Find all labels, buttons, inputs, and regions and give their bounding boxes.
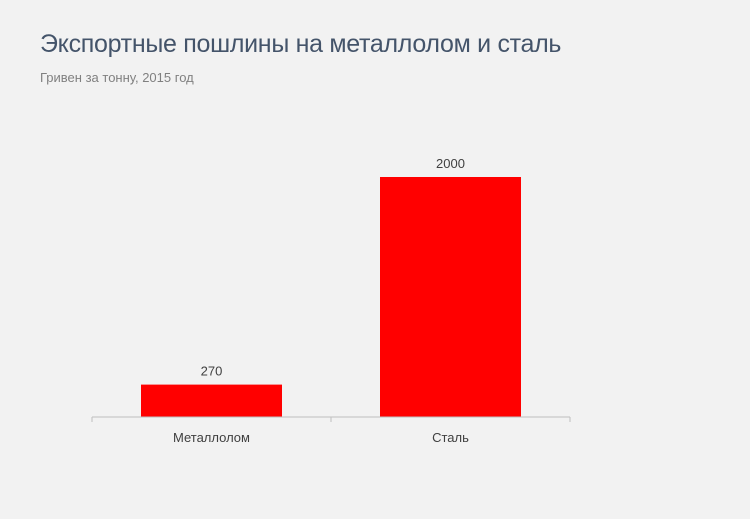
x-tick-label: Сталь xyxy=(432,430,469,445)
data-label: 2000 xyxy=(436,156,465,171)
chart-title: Экспортные пошлины на металлолом и сталь xyxy=(40,30,562,58)
bar xyxy=(141,384,282,417)
bar xyxy=(380,177,521,417)
x-tick-label: Металлолом xyxy=(173,430,250,445)
chart-subtitle: Гривен за тонну, 2015 год xyxy=(40,70,194,85)
data-label: 270 xyxy=(201,364,223,379)
